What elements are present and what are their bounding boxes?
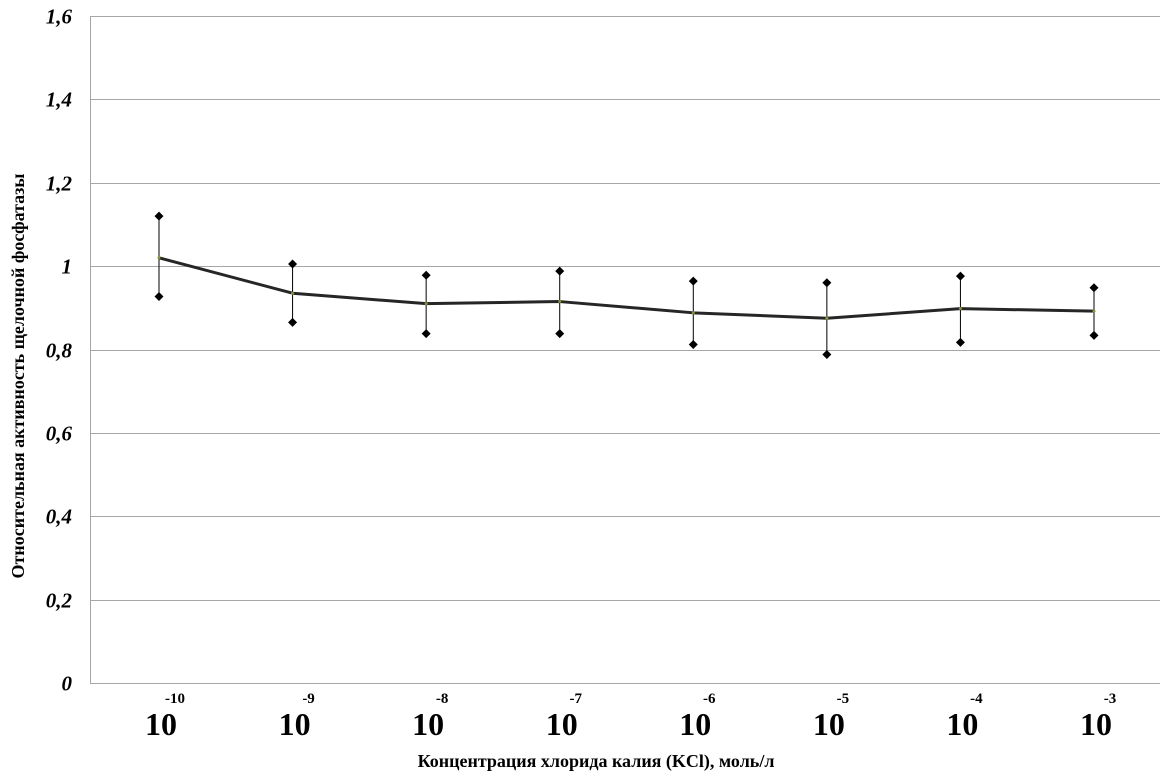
y-tick-label: 1,4 <box>46 88 72 112</box>
y-tick-label: 1 <box>62 255 73 279</box>
x-tick-exponent: -6 <box>703 691 716 707</box>
error-high-marker <box>822 278 832 288</box>
error-markers <box>154 211 1099 360</box>
y-tick-label: 0,6 <box>46 422 73 446</box>
data-point <box>1092 309 1096 313</box>
series-lines <box>157 256 1096 320</box>
error-low-marker <box>555 329 565 339</box>
series-line <box>158 256 1095 320</box>
y-tick-label: 0,8 <box>46 339 73 363</box>
error-high-marker <box>555 266 565 276</box>
x-tick-exponent: -3 <box>1104 691 1117 707</box>
y-axis-ticks: 0 0,2 0,4 0,6 0,8 1 1,2 1,4 1,6 <box>46 5 73 696</box>
data-point <box>691 311 695 315</box>
x-tick-base: 10 <box>679 706 711 742</box>
y-tick-label: 0 <box>62 672 73 696</box>
x-tick-base: 10 <box>546 706 578 742</box>
error-low-marker <box>421 329 431 339</box>
data-point <box>424 302 428 306</box>
error-high-marker <box>1089 283 1099 293</box>
data-point <box>157 256 161 260</box>
error-high-marker <box>421 270 431 280</box>
error-high-marker <box>154 211 164 221</box>
y-tick-label: 1,6 <box>46 5 73 29</box>
x-tick-exponent: -5 <box>837 691 850 707</box>
x-tick-exponent: -7 <box>569 691 582 707</box>
error-low-marker <box>1089 330 1099 340</box>
data-point <box>291 291 295 295</box>
x-tick-base: 10 <box>145 706 177 742</box>
x-tick-base: 10 <box>1080 706 1112 742</box>
error-low-marker <box>822 350 832 360</box>
data-point <box>558 300 562 304</box>
x-tick-exponent: -9 <box>302 691 315 707</box>
data-point <box>825 316 829 320</box>
error-bars <box>158 216 1095 355</box>
x-tick-base: 10 <box>813 706 845 742</box>
x-tick-base: 10 <box>946 706 978 742</box>
x-tick-exponent: -4 <box>970 691 983 707</box>
y-tick-label: 0,4 <box>46 505 72 529</box>
error-low-marker <box>688 339 698 349</box>
error-high-marker <box>688 276 698 286</box>
x-tick-base: 10 <box>412 706 444 742</box>
x-tick-exponent: -10 <box>165 691 185 707</box>
x-axis-title: Концентрация хлорида калия (KCl), моль/л <box>418 751 775 772</box>
x-tick-base: 10 <box>279 706 311 742</box>
error-low-marker <box>955 337 965 347</box>
error-high-marker <box>288 259 298 269</box>
y-tick-label: 0,2 <box>46 589 73 613</box>
x-tick-exponent: -8 <box>436 691 449 707</box>
error-high-marker <box>955 271 965 281</box>
gridlines <box>90 16 1160 684</box>
data-point <box>958 307 962 311</box>
error-low-marker <box>288 317 298 327</box>
y-tick-label: 1,2 <box>46 172 73 196</box>
error-low-marker <box>154 292 164 302</box>
y-axis-title: Относительная активность щелочной фосфат… <box>8 174 28 579</box>
